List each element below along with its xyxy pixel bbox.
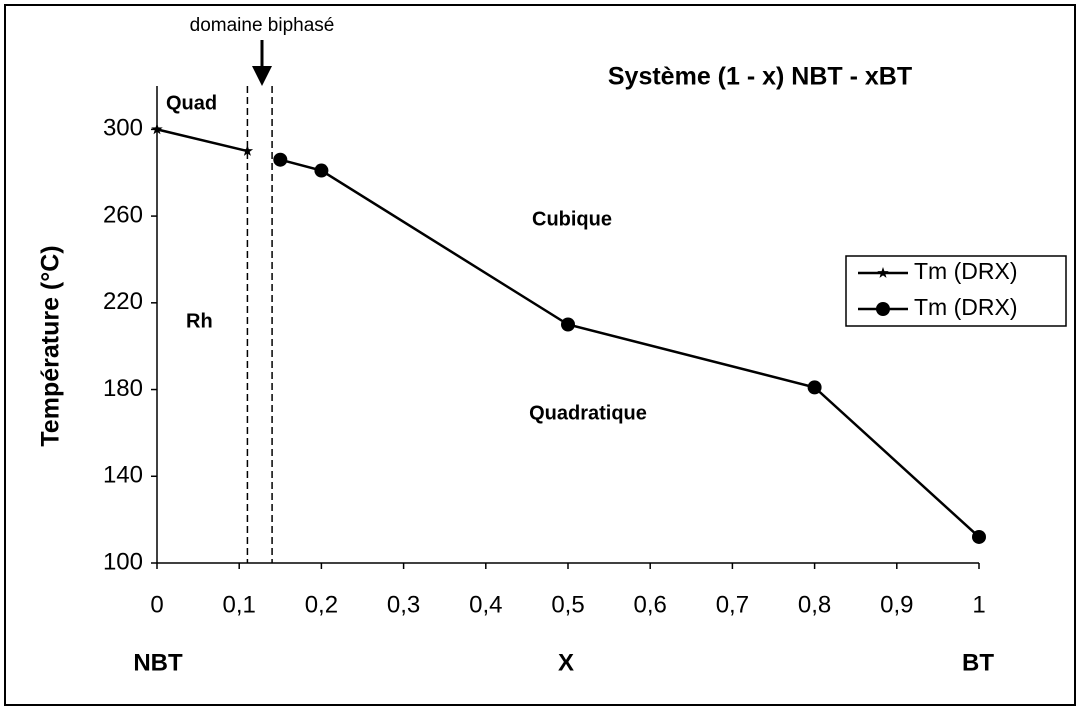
marker xyxy=(151,123,163,135)
annotation: NBT xyxy=(133,649,183,676)
y-tick-label: 180 xyxy=(103,375,143,402)
legend-label: Tm (DRX) xyxy=(914,294,1017,320)
chart-title: Système (1 - x) NBT - xBT xyxy=(608,63,912,91)
annotation: X xyxy=(558,649,574,676)
annotation: Cubique xyxy=(532,208,612,230)
marker xyxy=(807,380,822,395)
y-tick-label: 100 xyxy=(103,548,143,575)
series-line xyxy=(156,128,248,153)
annotation: BT xyxy=(962,649,994,676)
y-tick-label: 220 xyxy=(103,288,143,315)
x-tick-label: 0,1 xyxy=(223,591,256,618)
x-tick-label: 0,3 xyxy=(387,591,420,618)
marker xyxy=(273,152,288,167)
marker xyxy=(561,317,575,332)
frame xyxy=(4,4,1076,706)
legend-label: Tm (DRX) xyxy=(914,258,1017,284)
x-tick-label: 0,8 xyxy=(798,591,831,618)
annotation: Rh xyxy=(186,310,213,332)
arrow-head xyxy=(252,66,272,86)
legend-marker xyxy=(877,267,889,278)
legend-marker xyxy=(876,302,890,316)
x-tick-label: 0,4 xyxy=(469,591,502,618)
annotation: Quadratique xyxy=(529,402,647,424)
y-tick-label: 300 xyxy=(103,115,143,142)
y-tick-label: 260 xyxy=(103,201,143,228)
marker xyxy=(972,529,986,544)
annotation: Quad xyxy=(166,92,217,114)
x-tick-label: 0,5 xyxy=(551,591,584,618)
annotation: domaine biphasé xyxy=(190,15,335,36)
marker xyxy=(314,163,329,178)
y-axis-label: Température (°C) xyxy=(37,245,65,446)
y-tick-label: 140 xyxy=(103,462,143,489)
marker xyxy=(241,145,254,156)
x-tick-label: 0,2 xyxy=(305,591,338,618)
x-tick-label: 0 xyxy=(150,591,163,618)
x-tick-label: 0,7 xyxy=(716,591,749,618)
x-tick-label: 1 xyxy=(972,591,985,618)
x-tick-label: 0,6 xyxy=(634,591,667,618)
x-tick-label: 0,9 xyxy=(880,591,913,618)
